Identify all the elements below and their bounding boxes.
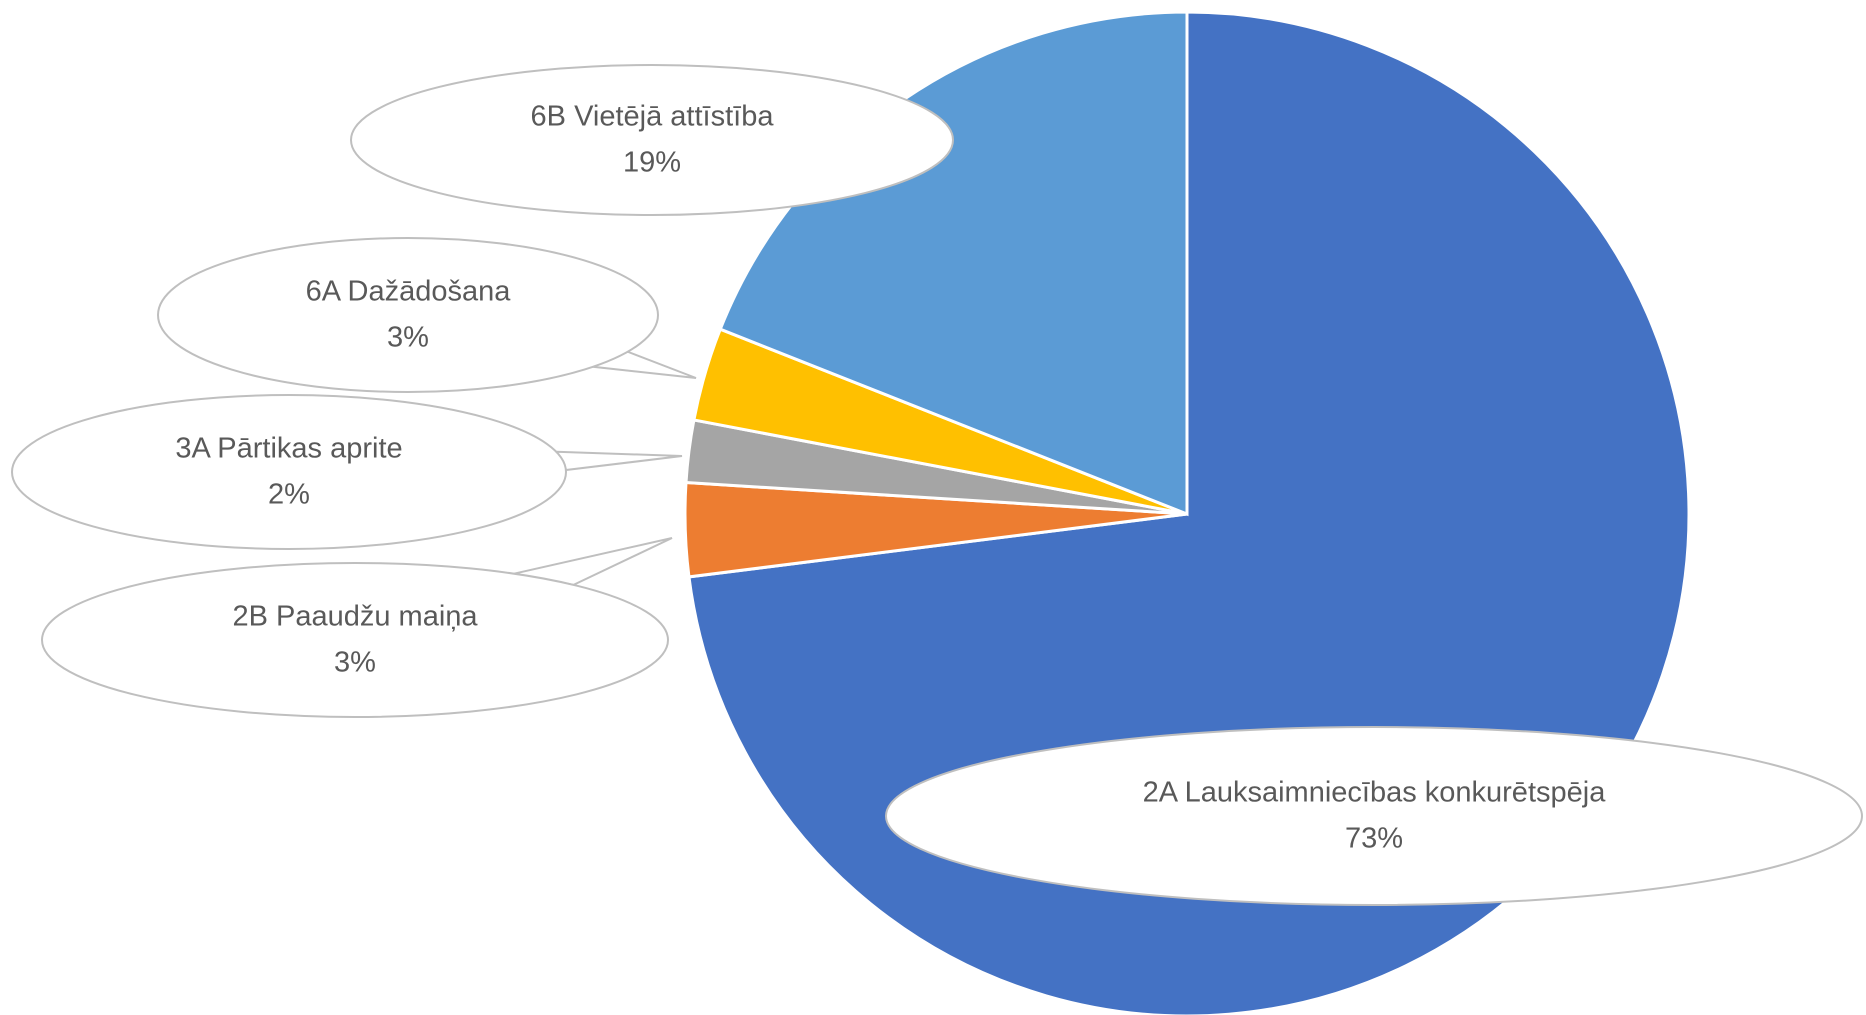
category-label: 6A Dažādošana [306, 276, 512, 308]
callout-bubble [41, 562, 669, 718]
value-label: 2% [268, 479, 310, 511]
category-label: 2B Paaudžu maiņa [232, 601, 478, 633]
callout-tail [554, 450, 683, 472]
category-label: 2A Lauksaimniecības konkurētspēja [1143, 777, 1607, 809]
value-label: 73% [1345, 823, 1403, 855]
category-label: 3A Pārtikas aprite [175, 433, 402, 465]
value-label: 3% [387, 322, 429, 354]
callout-bubble [11, 394, 567, 550]
value-label: 19% [623, 147, 681, 179]
value-label: 3% [334, 647, 376, 679]
callout-bubble [885, 726, 1863, 906]
callout-bubble [350, 64, 954, 216]
category-label: 6B Vietējā attīstība [531, 101, 775, 133]
callout-bubble [157, 237, 659, 393]
